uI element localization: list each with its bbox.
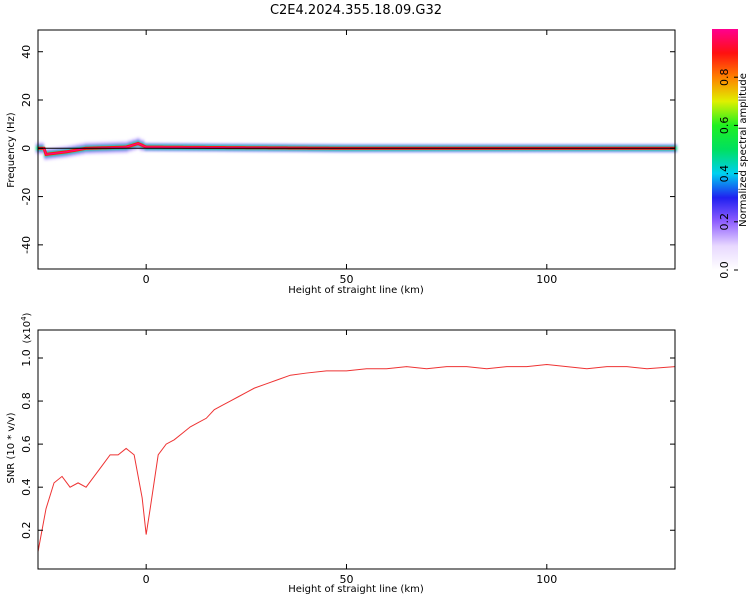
y-tick-label: 0.2: [20, 521, 33, 539]
x-tick-label: 50: [339, 273, 353, 286]
x-tick-label: 100: [536, 273, 557, 286]
colorbar-tick-label: 0.4: [718, 165, 731, 183]
x-tick-label: 100: [536, 573, 557, 586]
snr-x-label: Height of straight line (km): [288, 584, 424, 595]
snr-series-line: [37, 363, 676, 552]
y-tick-label: 20: [20, 93, 33, 107]
spectrogram-panel: 0 50 100 -40 -20 0 20 40 Height of straight li…: [6, 29, 677, 296]
snr-frame: [37, 329, 676, 570]
x-tick-label: 0: [143, 573, 150, 586]
snr-y-ticks: 0.2 0.4 0.6 0.8 1.0: [20, 349, 675, 539]
colorbar-tick-label: 0.0: [718, 261, 731, 279]
colorbar-label: Normalized spectral amplitude: [738, 73, 749, 227]
y-tick-label: 0.4: [20, 478, 33, 496]
y-tick-label: 0.6: [20, 435, 33, 453]
spectrogram-frame: [37, 29, 676, 270]
colorbar-tick-label: 0.2: [718, 213, 731, 231]
figure-title: C2E4.2024.355.18.09.G32: [270, 3, 442, 18]
spectrogram-x-ticks: 0 50 100: [143, 30, 557, 286]
spectrogram-y-label: Frequency (Hz): [6, 112, 17, 188]
x-tick-label: 50: [339, 573, 353, 586]
colorbar: 0.0 0.2 0.4 0.6 0.8 Normalized spectral ampl…: [712, 29, 749, 279]
snr-x-ticks: 0 50 100: [143, 330, 557, 586]
colorbar-gradient: [712, 29, 738, 270]
colorbar-ticks: 0.0 0.2 0.4 0.6 0.8: [718, 68, 738, 279]
y-tick-label: -40: [20, 236, 33, 254]
colorbar-tick-label: 0.6: [718, 117, 731, 134]
y-tick-label: 0: [20, 145, 33, 152]
y-tick-label: 1.0: [20, 349, 33, 367]
x-tick-label: 0: [143, 273, 150, 286]
y-tick-label: 0.8: [20, 392, 33, 410]
y-tick-label: 40: [20, 45, 33, 59]
snr-y-label: SNR (10 * v/v): [6, 412, 17, 483]
spectrogram-y-ticks: -40 -20 0 20 40: [20, 45, 675, 254]
spectrogram-x-label: Height of straight line (km): [288, 285, 424, 296]
snr-plot-area: [38, 330, 675, 569]
snr-scale-label: (x104): [20, 312, 33, 343]
snr-panel: 0 50 100 0.2 0.4 0.6 0.8 1.0 Height of straigh…: [6, 312, 676, 595]
y-tick-label: -20: [20, 188, 33, 206]
colorbar-tick-label: 0.8: [718, 68, 731, 86]
